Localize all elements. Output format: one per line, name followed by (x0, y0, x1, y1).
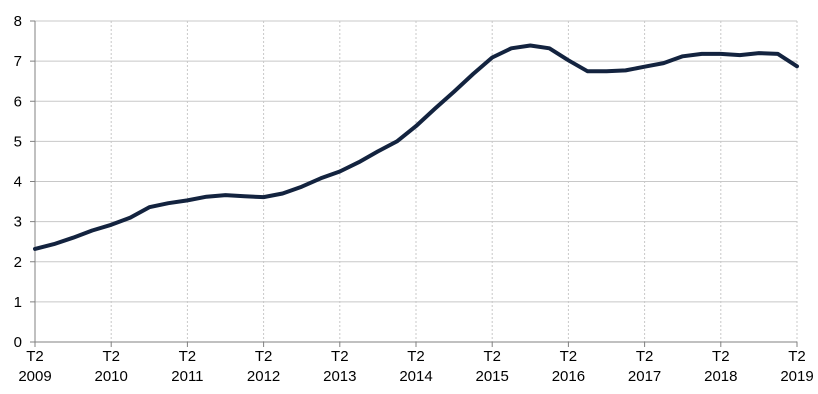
y-tick-label-5: 5 (14, 133, 22, 150)
y-tick-label-6: 6 (14, 93, 22, 110)
y-tick-label-8: 8 (14, 13, 22, 30)
x-tick-quarter: T2 (102, 348, 120, 365)
x-tick-label-2014: T2 2014 (399, 348, 432, 385)
grid (35, 20, 798, 342)
x-tick-quarter: T2 (26, 348, 44, 365)
x-tick-year: 2019 (780, 368, 813, 385)
x-tick-quarter: T2 (407, 348, 425, 365)
x-tick-labels: T2 2009 T2 2010 T2 2011 T2 2012 T2 2013 T2 2014 T2 20… (18, 348, 813, 385)
x-tick-quarter: T2 (483, 348, 501, 365)
y-tick-labels: 0 1 2 3 4 5 6 7 8 (14, 13, 22, 351)
x-tick-year: 2016 (552, 368, 585, 385)
x-tick-label-2017: T2 2017 (628, 348, 661, 385)
x-tick-label-2019: T2 2019 (780, 348, 813, 385)
x-tick-year: 2010 (95, 368, 128, 385)
x-tick-label-2013: T2 2013 (323, 348, 356, 385)
x-tick-label-2012: T2 2012 (247, 348, 280, 385)
x-tick-year: 2017 (628, 368, 661, 385)
y-tick-label-0: 0 (14, 334, 22, 351)
x-tick-year: 2009 (18, 368, 51, 385)
y-tick-label-1: 1 (14, 294, 22, 311)
y-tick-label-7: 7 (14, 53, 22, 70)
x-tick-quarter: T2 (712, 348, 730, 365)
axes (30, 20, 798, 347)
x-tick-quarter: T2 (788, 348, 806, 365)
x-tick-label-2009: T2 2009 (18, 348, 51, 385)
x-tick-quarter: T2 (331, 348, 349, 365)
x-tick-quarter: T2 (636, 348, 654, 365)
x-tick-year: 2015 (476, 368, 509, 385)
x-tick-year: 2013 (323, 368, 356, 385)
x-tick-year: 2014 (399, 368, 432, 385)
x-tick-year: 2018 (704, 368, 737, 385)
x-tick-year: 2012 (247, 368, 280, 385)
x-tick-quarter: T2 (255, 348, 273, 365)
x-tick-label-2011: T2 2011 (171, 348, 203, 385)
series-layer (33, 43, 799, 251)
y-tick-label-2: 2 (14, 254, 22, 271)
x-tick-year: 2011 (171, 368, 203, 385)
x-tick-label-2015: T2 2015 (476, 348, 509, 385)
x-tick-label-2016: T2 2016 (552, 348, 585, 385)
y-tick-label-3: 3 (14, 214, 22, 231)
x-tick-quarter: T2 (179, 348, 197, 365)
x-tick-quarter: T2 (560, 348, 578, 365)
series-line-0 (33, 43, 799, 251)
x-tick-label-2018: T2 2018 (704, 348, 737, 385)
y-tick-label-4: 4 (14, 174, 22, 191)
x-tick-label-2010: T2 2010 (95, 348, 128, 385)
